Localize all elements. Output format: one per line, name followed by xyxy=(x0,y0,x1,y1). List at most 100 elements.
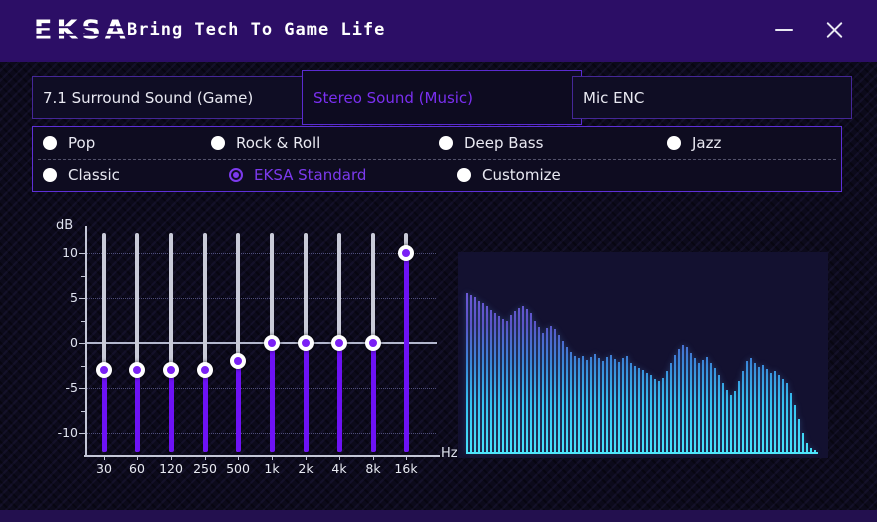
eq-slider-handle-250[interactable] xyxy=(197,362,213,378)
spectrum-bar xyxy=(790,393,792,453)
spectrum-bar xyxy=(538,327,540,453)
eq-gridline xyxy=(86,388,436,389)
eq-gridline xyxy=(86,298,436,299)
preset-radio-eksa-standard[interactable]: EKSA Standard xyxy=(229,164,366,186)
spectrum-bar xyxy=(750,358,752,453)
spectrum-bar xyxy=(802,433,804,453)
spectrum-bar xyxy=(642,370,644,453)
eq-slider-fill xyxy=(101,370,107,452)
eq-y-tick xyxy=(81,410,85,412)
spectrum-bar xyxy=(778,375,780,453)
minimize-button[interactable] xyxy=(768,14,800,46)
radio-button-icon xyxy=(439,136,453,150)
radio-label: Pop xyxy=(68,134,96,152)
eq-y-tick xyxy=(79,388,85,389)
eq-zero-line xyxy=(85,342,437,344)
eq-slider-track[interactable] xyxy=(236,233,240,452)
spectrum-bar xyxy=(618,362,620,453)
eq-y-tick xyxy=(81,320,85,322)
close-button[interactable] xyxy=(818,14,850,46)
spectrum-bar xyxy=(794,405,796,453)
eq-gridline xyxy=(86,253,436,254)
eq-freq-label: 250 xyxy=(193,461,217,476)
tab-mic-enc[interactable]: Mic ENC xyxy=(572,76,852,119)
spectrum-bar xyxy=(610,355,612,453)
eq-slider-track[interactable] xyxy=(169,233,173,452)
eq-gridline xyxy=(86,433,436,434)
eq-x-unit-label: Hz xyxy=(441,446,458,461)
eq-freq-label: 30 xyxy=(96,461,112,476)
eq-slider-handle-8k[interactable] xyxy=(365,335,381,351)
spectrum-bar xyxy=(546,328,548,453)
spectrum-bar xyxy=(678,349,680,453)
spectrum-bar xyxy=(602,361,604,453)
logo-stencil-line xyxy=(32,33,132,36)
eq-slider-handle-4k[interactable] xyxy=(331,335,347,351)
spectrum-bar xyxy=(730,395,732,453)
spectrum-bar xyxy=(726,390,728,453)
spectrum-bar xyxy=(514,311,516,453)
spectrum-bar xyxy=(734,391,736,453)
eq-slider-fill xyxy=(403,253,409,452)
eq-slider-handle-2k[interactable] xyxy=(298,335,314,351)
spectrum-bar xyxy=(626,356,628,453)
preset-radio-rock-roll[interactable]: Rock & Roll xyxy=(211,132,320,154)
spectrum-bar xyxy=(702,360,704,453)
spectrum-bar xyxy=(690,353,692,453)
spectrum-bar xyxy=(814,450,816,453)
eq-slider-handle-120[interactable] xyxy=(163,362,179,378)
spectrum-bar xyxy=(706,357,708,453)
spectrum-bar xyxy=(558,335,560,453)
eq-slider-fill xyxy=(336,343,342,452)
spectrum-bar xyxy=(630,363,632,453)
preset-radio-pop[interactable]: Pop xyxy=(43,132,95,154)
spectrum-bar xyxy=(534,321,536,453)
preset-radio-deep-bass[interactable]: Deep Bass xyxy=(439,132,543,154)
preset-panel: Pop Rock & Roll Deep Bass Jazz Classic EKSA S… xyxy=(32,126,842,192)
radio-button-icon xyxy=(229,168,243,182)
tab-stereo[interactable]: Stereo Sound (Music) xyxy=(302,70,582,125)
spectrum-bar xyxy=(578,358,580,453)
spectrum-bar xyxy=(562,341,564,453)
radio-button-icon xyxy=(457,168,471,182)
spectrum-bar xyxy=(582,356,584,453)
spectrum-bar xyxy=(654,379,656,453)
titlebar: EKSA Bring Tech To Game Life xyxy=(0,0,877,62)
tagline: Bring Tech To Game Life xyxy=(127,20,386,40)
preset-radio-customize[interactable]: Customize xyxy=(457,164,561,186)
eq-slider-track[interactable] xyxy=(135,233,139,452)
spectrum-bar xyxy=(550,326,552,453)
preset-radio-classic[interactable]: Classic xyxy=(43,164,120,186)
eq-y-tick-label: 10 xyxy=(62,245,78,260)
eq-slider-fill xyxy=(134,370,140,452)
spectrum-bar xyxy=(542,333,544,453)
radio-label: Customize xyxy=(482,166,561,184)
eq-slider-handle-30[interactable] xyxy=(96,362,112,378)
spectrum-bar xyxy=(518,308,520,453)
tab-surround[interactable]: 7.1 Surround Sound (Game) xyxy=(32,76,312,119)
radio-label: Deep Bass xyxy=(464,134,544,152)
spectrum-bar xyxy=(738,381,740,453)
spectrum-bar xyxy=(758,367,760,453)
spectrum-bar xyxy=(766,369,768,453)
spectrum-bar xyxy=(686,347,688,453)
eq-slider-handle-16k[interactable] xyxy=(398,245,414,261)
eq-slider-track[interactable] xyxy=(102,233,106,452)
spectrum-panel xyxy=(458,252,828,458)
preset-radio-jazz[interactable]: Jazz xyxy=(667,132,721,154)
eq-slider-handle-60[interactable] xyxy=(129,362,145,378)
spectrum-bar xyxy=(698,363,700,453)
tab-label: 7.1 Surround Sound (Game) xyxy=(43,88,254,107)
eq-slider-handle-500[interactable] xyxy=(230,353,246,369)
spectrum-bar xyxy=(682,345,684,453)
spectrum-bar xyxy=(586,360,588,453)
eq-slider-track[interactable] xyxy=(203,233,207,452)
eq-y-tick-label: 0 xyxy=(70,335,78,350)
spectrum-baseline xyxy=(466,452,818,454)
eq-freq-label: 60 xyxy=(129,461,145,476)
spectrum-bar xyxy=(694,358,696,453)
eq-slider-handle-1k[interactable] xyxy=(264,335,280,351)
spectrum-bar xyxy=(482,303,484,453)
spectrum-bar xyxy=(570,352,572,453)
